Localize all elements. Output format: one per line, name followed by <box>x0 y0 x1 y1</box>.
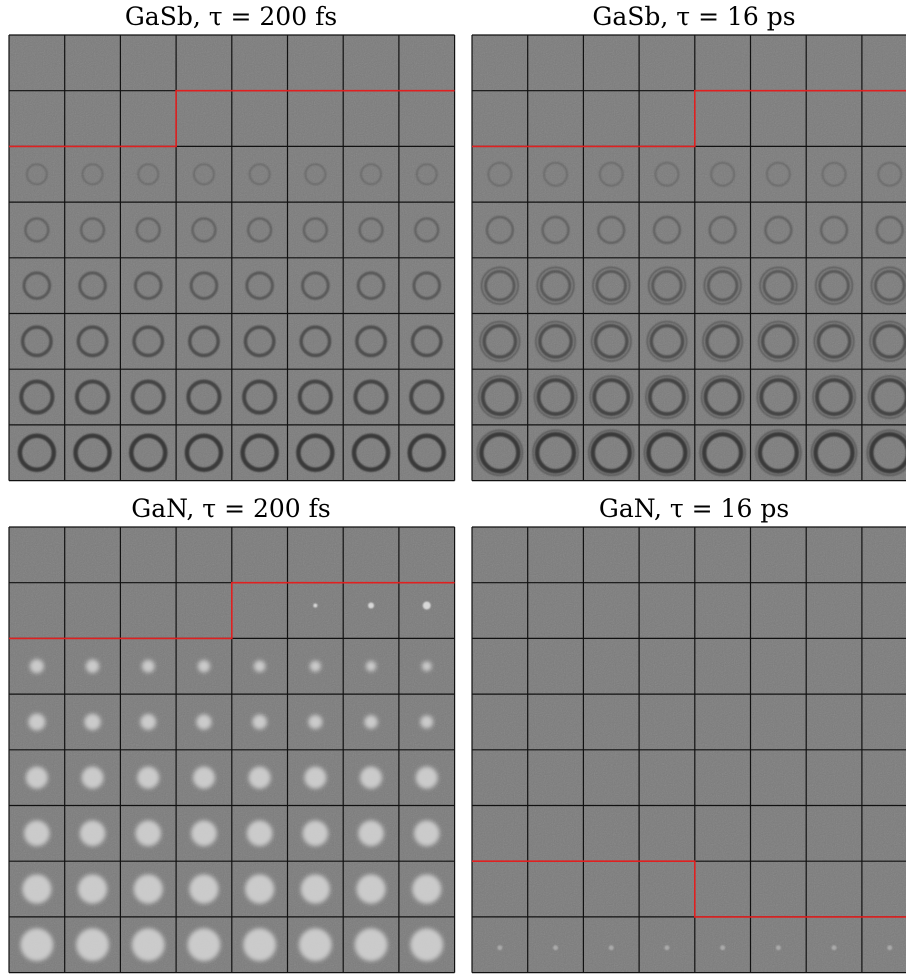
spot <box>193 767 215 789</box>
spot <box>84 714 100 730</box>
spot <box>410 928 443 961</box>
panel-title: GaSb, τ = 200 fs <box>125 2 337 31</box>
spot <box>356 874 385 903</box>
spot <box>249 767 271 789</box>
spot <box>299 928 332 961</box>
spot <box>137 767 159 789</box>
spot <box>887 945 892 950</box>
spot <box>140 714 156 730</box>
spot <box>191 821 217 847</box>
spot <box>30 659 44 673</box>
image-grid <box>9 35 455 481</box>
spot <box>303 821 329 847</box>
spot <box>360 767 382 789</box>
spot <box>82 767 104 789</box>
spot <box>304 767 326 789</box>
image-grid <box>9 527 455 973</box>
spot <box>368 603 374 609</box>
spot <box>358 821 384 847</box>
panel-title: GaN, τ = 16 ps <box>599 494 789 523</box>
spot <box>609 945 614 950</box>
spot <box>78 874 107 903</box>
spot <box>423 602 431 610</box>
spot <box>832 945 837 950</box>
spot <box>313 604 317 608</box>
spot <box>364 715 377 728</box>
spot <box>414 821 440 847</box>
spot <box>24 821 50 847</box>
spot <box>26 767 48 789</box>
spot <box>80 821 106 847</box>
image-grid <box>472 35 906 481</box>
spot <box>132 928 165 961</box>
spot <box>142 660 155 673</box>
panel-title: GaN, τ = 200 fs <box>131 494 330 523</box>
spot <box>76 928 109 961</box>
spot <box>243 928 276 961</box>
spot <box>776 945 781 950</box>
spot <box>196 714 211 729</box>
panel-title: GaSb, τ = 16 ps <box>592 2 795 31</box>
spot <box>301 874 330 903</box>
spot <box>416 767 438 789</box>
spot <box>252 715 267 730</box>
spot <box>134 874 163 903</box>
spot <box>412 874 441 903</box>
spot <box>135 821 161 847</box>
spot <box>28 713 45 730</box>
spot <box>420 716 433 729</box>
spot <box>553 945 558 950</box>
spot <box>355 928 388 961</box>
figure: GaSb, τ = 200 fs GaSb, τ = 16 ps GaN, τ … <box>0 0 906 974</box>
spot <box>664 945 669 950</box>
spot <box>247 821 273 847</box>
spot <box>198 660 210 672</box>
spot <box>422 661 432 671</box>
image-grid <box>472 527 906 973</box>
spot <box>245 874 274 903</box>
spot <box>189 874 218 903</box>
spot <box>22 874 51 903</box>
spot <box>308 715 322 729</box>
spot <box>310 661 321 672</box>
spot <box>497 945 502 950</box>
spot <box>254 660 266 672</box>
spot <box>20 928 53 961</box>
spot <box>720 945 725 950</box>
spot <box>86 660 99 673</box>
spot <box>188 928 221 961</box>
spot <box>366 661 376 671</box>
